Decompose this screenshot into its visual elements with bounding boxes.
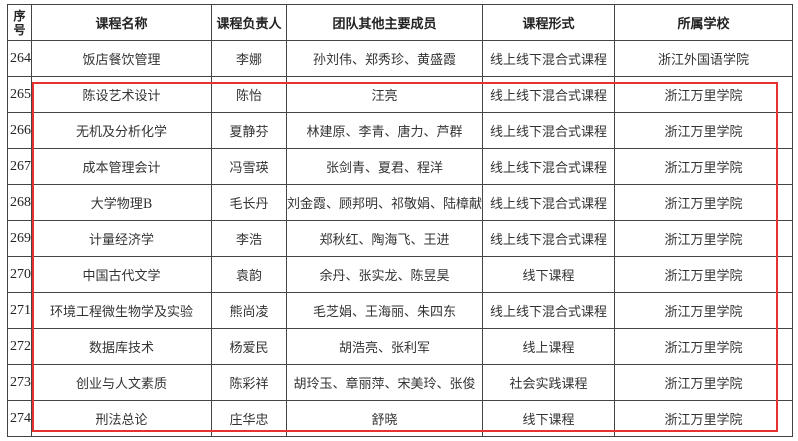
cell-school: 浙江万里学院 — [614, 148, 794, 185]
cell-leader: 李浩 — [211, 220, 287, 257]
table-row: 266 无机及分析化学 夏静芬 林建原、李青、唐力、芦群 线上线下混合式课程 浙江万里学院 — [7, 112, 794, 149]
cell-members: 刘金霞、顾邦明、祁敬娟、陆樟献 — [285, 184, 484, 221]
cell-format: 线上线下混合式课程 — [482, 292, 616, 329]
cell-leader: 冯雪瑛 — [211, 148, 287, 185]
cell-school: 浙江万里学院 — [614, 328, 794, 365]
header-seq: 序号 — [7, 4, 32, 41]
cell-members: 毛芝娟、王海丽、朱四东 — [285, 292, 484, 329]
cell-seq: 272 — [7, 328, 32, 365]
header-format: 课程形式 — [482, 4, 616, 41]
cell-seq: 274 — [7, 400, 32, 437]
cell-course-name: 饭店餐饮管理 — [31, 40, 212, 77]
cell-course-name: 刑法总论 — [31, 400, 212, 437]
cell-members: 林建原、李青、唐力、芦群 — [285, 112, 484, 149]
cell-course-name: 陈设艺术设计 — [31, 76, 212, 113]
course-table: 序号 课程名称 课程负责人 团队其他主要成员 课程形式 所属学校 264 饭店餐饮… — [7, 4, 794, 437]
cell-school: 浙江万里学院 — [614, 400, 794, 437]
cell-leader: 袁韵 — [211, 256, 287, 293]
cell-members: 胡玲玉、章丽萍、宋美玲、张俊 — [285, 364, 484, 401]
cell-school: 浙江万里学院 — [614, 112, 794, 149]
table-row: 273 创业与人文素质 陈彩祥 胡玲玉、章丽萍、宋美玲、张俊 社会实践课程 浙江万里学院 — [7, 364, 794, 401]
cell-seq: 270 — [7, 256, 32, 293]
cell-format: 线上课程 — [482, 328, 616, 365]
cell-school: 浙江万里学院 — [614, 184, 794, 221]
cell-format: 线上线下混合式课程 — [482, 220, 616, 257]
cell-format: 线上线下混合式课程 — [482, 40, 616, 77]
cell-course-name: 中国古代文学 — [31, 256, 212, 293]
cell-seq: 266 — [7, 112, 32, 149]
table-row: 269 计量经济学 李浩 郑秋红、陶海飞、王进 线上线下混合式课程 浙江万里学院 — [7, 220, 794, 257]
cell-seq: 268 — [7, 184, 32, 221]
table-row: 265 陈设艺术设计 陈怡 汪亮 线上线下混合式课程 浙江万里学院 — [7, 76, 794, 113]
cell-seq: 273 — [7, 364, 32, 401]
cell-members: 汪亮 — [285, 76, 484, 113]
table-row: 270 中国古代文学 袁韵 余丹、张实龙、陈昱昊 线下课程 浙江万里学院 — [7, 256, 794, 293]
table-row: 264 饭店餐饮管理 李娜 孙刘伟、郑秀珍、黄盛霞 线上线下混合式课程 浙江外国语学院 — [7, 40, 794, 77]
cell-members: 余丹、张实龙、陈昱昊 — [285, 256, 484, 293]
cell-leader: 李娜 — [211, 40, 287, 77]
cell-leader: 杨爱民 — [211, 328, 287, 365]
cell-seq: 267 — [7, 148, 32, 185]
table-row: 271 环境工程微生物学及实验 熊尚凌 毛芝娟、王海丽、朱四东 线上线下混合式课程 浙江万… — [7, 292, 794, 329]
cell-leader: 陈怡 — [211, 76, 287, 113]
table-row: 268 大学物理B 毛长丹 刘金霞、顾邦明、祁敬娟、陆樟献 线上线下混合式课程 浙江万里学… — [7, 184, 794, 221]
header-leader: 课程负责人 — [211, 4, 287, 41]
cell-format: 线下课程 — [482, 400, 616, 437]
cell-leader: 毛长丹 — [211, 184, 287, 221]
header-row: 序号 课程名称 课程负责人 团队其他主要成员 课程形式 所属学校 — [7, 4, 794, 41]
header-course-name: 课程名称 — [31, 4, 212, 41]
cell-school: 浙江万里学院 — [614, 364, 794, 401]
cell-course-name: 数据库技术 — [31, 328, 212, 365]
cell-leader: 陈彩祥 — [211, 364, 287, 401]
cell-members: 胡浩亮、张利军 — [285, 328, 484, 365]
cell-format: 线下课程 — [482, 256, 616, 293]
table-row: 272 数据库技术 杨爱民 胡浩亮、张利军 线上课程 浙江万里学院 — [7, 328, 794, 365]
cell-format: 线上线下混合式课程 — [482, 148, 616, 185]
cell-course-name: 成本管理会计 — [31, 148, 212, 185]
cell-leader: 庄华忠 — [211, 400, 287, 437]
cell-course-name: 环境工程微生物学及实验 — [31, 292, 212, 329]
cell-seq: 269 — [7, 220, 32, 257]
cell-course-name: 无机及分析化学 — [31, 112, 212, 149]
header-members: 团队其他主要成员 — [285, 4, 484, 41]
cell-school: 浙江万里学院 — [614, 220, 794, 257]
cell-format: 线上线下混合式课程 — [482, 76, 616, 113]
cell-format: 线上线下混合式课程 — [482, 184, 616, 221]
table-row: 274 刑法总论 庄华忠 舒晓 线下课程 浙江万里学院 — [7, 400, 794, 437]
cell-course-name: 大学物理B — [31, 184, 212, 221]
cell-members: 郑秋红、陶海飞、王进 — [285, 220, 484, 257]
cell-school: 浙江万里学院 — [614, 256, 794, 293]
cell-seq: 264 — [7, 40, 32, 77]
cell-members: 张剑青、夏君、程洋 — [285, 148, 484, 185]
cell-leader: 熊尚凌 — [211, 292, 287, 329]
header-school: 所属学校 — [614, 4, 794, 41]
cell-seq: 271 — [7, 292, 32, 329]
cell-course-name: 创业与人文素质 — [31, 364, 212, 401]
table-row: 267 成本管理会计 冯雪瑛 张剑青、夏君、程洋 线上线下混合式课程 浙江万里学院 — [7, 148, 794, 185]
cell-members: 孙刘伟、郑秀珍、黄盛霞 — [285, 40, 484, 77]
cell-school: 浙江万里学院 — [614, 76, 794, 113]
cell-format: 社会实践课程 — [482, 364, 616, 401]
cell-school: 浙江万里学院 — [614, 292, 794, 329]
cell-seq: 265 — [7, 76, 32, 113]
cell-leader: 夏静芬 — [211, 112, 287, 149]
cell-course-name: 计量经济学 — [31, 220, 212, 257]
cell-format: 线上线下混合式课程 — [482, 112, 616, 149]
cell-members: 舒晓 — [285, 400, 484, 437]
cell-school: 浙江外国语学院 — [614, 40, 794, 77]
